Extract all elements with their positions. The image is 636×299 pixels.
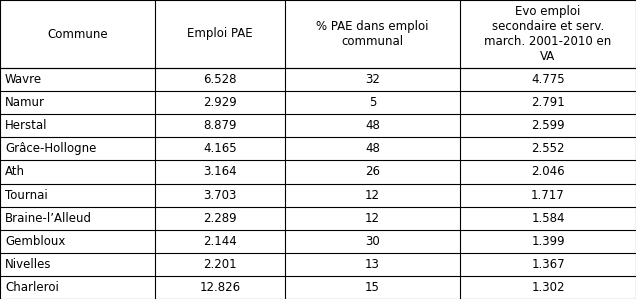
Text: 32: 32 [365, 73, 380, 86]
Text: 26: 26 [365, 165, 380, 179]
Text: 48: 48 [365, 119, 380, 132]
Text: 1.717: 1.717 [531, 189, 565, 202]
Text: 1.367: 1.367 [531, 258, 565, 271]
Text: 4.775: 4.775 [531, 73, 565, 86]
Text: Namur: Namur [5, 96, 45, 109]
Text: 30: 30 [365, 235, 380, 248]
Text: 12.826: 12.826 [200, 281, 240, 294]
Text: 2.144: 2.144 [203, 235, 237, 248]
Text: 3.164: 3.164 [203, 165, 237, 179]
Text: Nivelles: Nivelles [5, 258, 52, 271]
Text: Herstal: Herstal [5, 119, 48, 132]
Text: Grâce-Hollogne: Grâce-Hollogne [5, 142, 97, 155]
Text: 5: 5 [369, 96, 376, 109]
Text: Wavre: Wavre [5, 73, 42, 86]
Text: 2.791: 2.791 [531, 96, 565, 109]
Text: 2.289: 2.289 [203, 212, 237, 225]
Text: 3.703: 3.703 [204, 189, 237, 202]
Text: 12: 12 [365, 212, 380, 225]
Text: 1.399: 1.399 [531, 235, 565, 248]
Text: Tournai: Tournai [5, 189, 48, 202]
Text: Evo emploi
secondaire et serv.
march. 2001-2010 en
VA: Evo emploi secondaire et serv. march. 20… [485, 5, 612, 63]
Text: 8.879: 8.879 [204, 119, 237, 132]
Text: 4.165: 4.165 [203, 142, 237, 155]
Text: Gembloux: Gembloux [5, 235, 66, 248]
Text: 13: 13 [365, 258, 380, 271]
Text: 2.201: 2.201 [203, 258, 237, 271]
Text: % PAE dans emploi
communal: % PAE dans emploi communal [316, 20, 429, 48]
Text: 1.584: 1.584 [531, 212, 565, 225]
Text: Ath: Ath [5, 165, 25, 179]
Text: 2.552: 2.552 [531, 142, 565, 155]
Text: Emploi PAE: Emploi PAE [187, 28, 253, 40]
Text: 12: 12 [365, 189, 380, 202]
Text: 48: 48 [365, 142, 380, 155]
Text: 6.528: 6.528 [204, 73, 237, 86]
Text: 2.599: 2.599 [531, 119, 565, 132]
Text: Braine-l’Alleud: Braine-l’Alleud [5, 212, 92, 225]
Text: 1.302: 1.302 [531, 281, 565, 294]
Text: 15: 15 [365, 281, 380, 294]
Text: 2.929: 2.929 [203, 96, 237, 109]
Text: Charleroi: Charleroi [5, 281, 59, 294]
Text: Commune: Commune [47, 28, 108, 40]
Text: 2.046: 2.046 [531, 165, 565, 179]
